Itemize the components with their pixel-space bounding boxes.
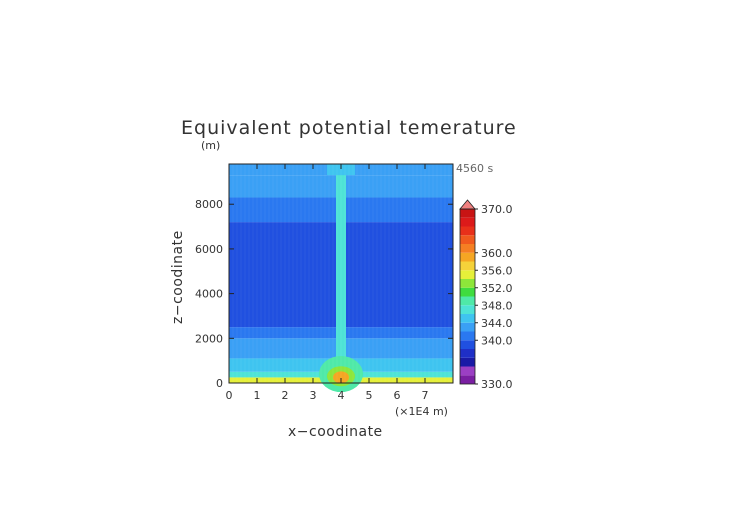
colorbar-tick-label: 340.0	[481, 334, 513, 347]
x-tick-label: 0	[226, 389, 233, 402]
colorbar-tick-label: 360.0	[481, 247, 513, 260]
x-tick-label: 7	[422, 389, 429, 402]
y-tick-label: 6000	[195, 243, 223, 256]
colorbar-tick-label: 344.0	[481, 317, 513, 330]
y-tick-label: 8000	[195, 198, 223, 211]
colorbar-tick-label: 348.0	[481, 299, 513, 312]
y-tick-label: 4000	[195, 288, 223, 301]
x-tick-label: 1	[254, 389, 261, 402]
plume-column	[336, 164, 346, 361]
colorbar-level	[460, 235, 475, 244]
colorbar-level	[460, 270, 475, 279]
plume-anvil	[327, 164, 355, 176]
colorbar-level	[460, 305, 475, 314]
x-tick-label: 2	[282, 389, 289, 402]
plume-base-core	[333, 371, 349, 384]
colorbar-tick-label: 370.0	[481, 203, 513, 216]
colorbar-tick-label: 352.0	[481, 282, 513, 295]
colorbar-level	[460, 357, 475, 367]
y-axis: 0 2000 4000 6000 8000	[195, 198, 453, 390]
colorbar-level	[460, 349, 475, 358]
colorbar-level	[460, 366, 475, 376]
colorbar-level	[460, 314, 475, 323]
x-unit-label: (×1E4 m)	[395, 405, 448, 418]
colorbar-level	[460, 209, 475, 218]
colorbar-level	[460, 296, 475, 306]
colorbar-level	[460, 252, 475, 262]
y-unit-label: (m)	[201, 139, 220, 152]
time-label: 4560 s	[456, 162, 493, 175]
x-axis: 0 1 2 3 4 5 6 7	[226, 164, 429, 402]
y-tick-label: 0	[216, 377, 223, 390]
colorbar-level	[460, 340, 475, 349]
colorbar-level	[460, 261, 475, 271]
x-tick-label: 6	[394, 389, 401, 402]
colorbar-frame	[459, 208, 476, 385]
colorbar-tick-label: 330.0	[481, 378, 513, 391]
x-axis-label: x−coodinate	[288, 424, 383, 440]
colorbar-level	[460, 217, 475, 227]
colorbar-level	[460, 287, 475, 297]
colorbar-level	[460, 331, 475, 341]
colorbar: 330.0 340.0 344.0 348.0 352.0 356.0 360.0 370.0	[459, 199, 513, 391]
colorbar-level	[460, 244, 475, 253]
colorbar-level	[460, 375, 475, 384]
chart-title: Equivalent potential temerature	[181, 117, 517, 139]
x-tick-label: 4	[338, 389, 345, 402]
colorbar-tick-label: 356.0	[481, 264, 513, 277]
y-axis-label: z−coodinate	[170, 230, 186, 324]
x-tick-label: 3	[310, 389, 317, 402]
plot-area	[228, 164, 453, 393]
x-tick-label: 5	[366, 389, 373, 402]
colorbar-level	[460, 279, 475, 288]
colorbar-extend-arrow	[459, 199, 476, 210]
colorbar-level	[460, 322, 475, 332]
colorbar-level	[460, 226, 475, 236]
y-tick-label: 2000	[195, 332, 223, 345]
